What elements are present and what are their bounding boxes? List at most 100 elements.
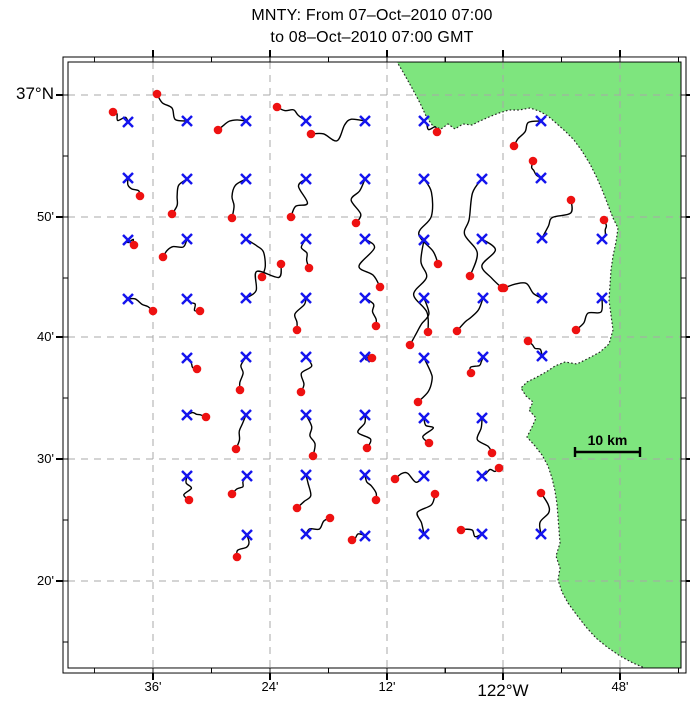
drifter-start-marker <box>240 173 252 185</box>
x-marker-stroke <box>181 352 193 364</box>
x-marker-stroke <box>359 351 371 363</box>
drifter-trajectory <box>300 356 313 393</box>
x-marker-stroke <box>240 233 252 245</box>
drifter-trajectory <box>171 178 188 215</box>
x-marker-stroke <box>122 172 134 184</box>
drifter-end-marker <box>158 252 168 262</box>
frame-bar-bottom <box>386 667 446 674</box>
x-marker-stroke <box>418 234 430 246</box>
frame-bar-top <box>269 56 329 63</box>
frame-bar-left <box>62 458 69 521</box>
drifter-trajectory <box>541 199 573 239</box>
drifter-trajectory <box>358 238 381 288</box>
drifter-trajectory <box>305 414 316 457</box>
drifter-start-marker <box>359 351 371 363</box>
x-marker-stroke <box>240 409 252 421</box>
drifter-start-marker <box>535 115 547 127</box>
drifter-end-marker <box>235 385 245 395</box>
x-marker-stroke <box>241 470 253 482</box>
drifter-trajectory <box>183 475 193 501</box>
x-marker-stroke <box>359 115 371 127</box>
drifter-trajectory <box>290 178 309 218</box>
x-marker-stroke <box>359 469 371 481</box>
y-axis-label: 50' <box>37 208 54 224</box>
x-marker-stroke <box>536 232 548 244</box>
drifter-end-marker <box>304 263 314 273</box>
drifter-start-marker <box>418 173 430 185</box>
drifter-trajectory <box>481 238 503 289</box>
drifter-trajectory <box>162 238 188 258</box>
end-markers-layer <box>108 89 609 562</box>
drifter-start-marker <box>535 528 547 540</box>
frame-bar-left <box>62 580 69 643</box>
x-marker-stroke <box>477 292 489 304</box>
x-marker-stroke <box>536 350 548 362</box>
x-axis-label: 24' <box>261 679 279 694</box>
drifter-end-marker <box>296 387 306 397</box>
scale-bar-label: 10 km <box>588 432 628 448</box>
x-marker-stroke <box>596 292 608 304</box>
drifter-start-marker <box>240 233 252 245</box>
x-marker-stroke <box>418 292 430 304</box>
drifter-start-marker <box>418 352 430 364</box>
y-axis-label: 20' <box>37 572 54 588</box>
drifter-end-marker <box>201 412 211 422</box>
drifter-end-marker <box>494 463 504 473</box>
drifter-end-marker <box>129 240 139 250</box>
x-marker-stroke <box>418 173 430 185</box>
frame-bar-top <box>502 56 562 63</box>
drifter-trajectory <box>310 118 366 142</box>
drifter-start-marker <box>418 470 430 482</box>
drifter-start-marker <box>240 115 252 127</box>
drifter-start-marker <box>596 292 608 304</box>
x-marker-stroke <box>300 233 312 245</box>
start-markers-layer <box>122 115 608 542</box>
drifter-trajectory <box>238 356 247 391</box>
drifter-start-marker <box>477 351 489 363</box>
drifter-trajectory <box>503 282 543 299</box>
x-marker-stroke <box>300 528 312 540</box>
frame-bar-bottom <box>619 667 679 674</box>
drifter-start-marker <box>476 528 488 540</box>
drifter-start-marker <box>359 292 371 304</box>
drifter-trajectory <box>293 297 307 331</box>
frame-bar-top <box>152 56 212 63</box>
x-marker-stroke <box>181 409 193 421</box>
drifter-start-marker <box>122 172 134 184</box>
drifter-trajectory <box>231 178 247 219</box>
drifter-trajectory <box>409 297 430 346</box>
drifter-trajectory <box>575 297 604 331</box>
y-axis-label: 30' <box>37 450 54 466</box>
drifter-trajectory <box>300 238 310 269</box>
drifter-trajectory <box>476 417 493 454</box>
drifter-end-marker <box>292 503 302 513</box>
drifter-end-marker <box>286 212 296 222</box>
x-marker-stroke <box>418 352 430 364</box>
drifter-start-marker <box>122 293 134 305</box>
drifter-trajectory <box>156 93 188 122</box>
drifter-start-marker <box>241 470 253 482</box>
frame-bar-right <box>680 216 687 279</box>
x-marker-stroke <box>241 529 253 541</box>
drifter-start-marker <box>418 528 430 540</box>
drifter-end-marker <box>292 325 302 335</box>
x-marker-stroke <box>596 233 608 245</box>
x-marker-stroke <box>476 470 488 482</box>
drifter-trajectory <box>416 493 436 535</box>
drifter-end-marker <box>413 397 423 407</box>
drifter-trajectory <box>463 178 483 277</box>
drifter-start-marker <box>241 529 253 541</box>
x-marker-stroke <box>240 292 252 304</box>
drifter-start-marker <box>300 351 312 363</box>
drifter-end-marker <box>487 448 497 458</box>
x-marker-stroke <box>418 115 430 127</box>
x-marker-stroke <box>359 292 371 304</box>
drifter-start-marker <box>181 470 193 482</box>
drifter-end-marker <box>523 336 533 346</box>
drifter-start-marker <box>181 409 193 421</box>
land-polygon <box>396 62 681 668</box>
x-marker-stroke <box>418 412 430 424</box>
drifter-end-marker <box>227 213 237 223</box>
x-marker-stroke <box>181 470 193 482</box>
drifter-end-marker <box>430 489 440 499</box>
